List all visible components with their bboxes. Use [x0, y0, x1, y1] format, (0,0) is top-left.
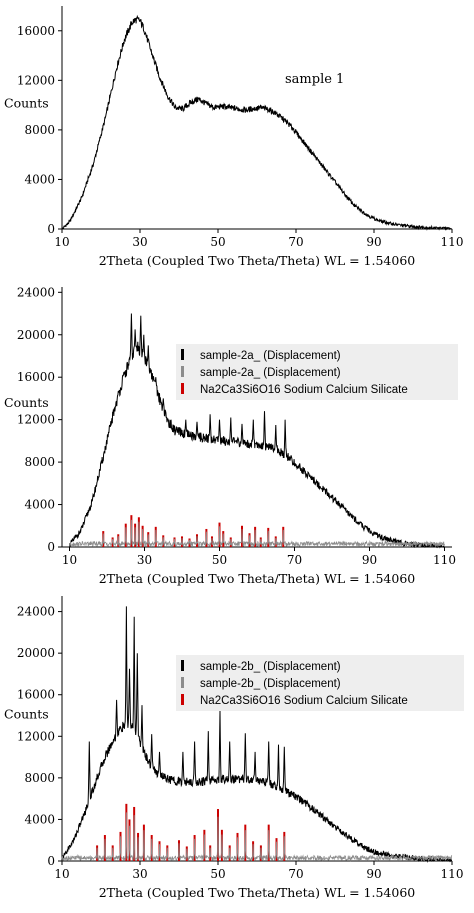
legend-swatch	[181, 677, 184, 688]
legend-entry: sample-2b_ (Displacement)	[200, 661, 341, 673]
x-tick-label: 90	[366, 867, 381, 881]
y-axis-title: Counts	[4, 395, 49, 410]
x-tick-label: 70	[288, 867, 303, 881]
y-tick-label: 12000	[17, 413, 55, 427]
y-tick-label: 16000	[17, 688, 55, 702]
x-tick-label: 50	[212, 553, 227, 567]
y-tick-label: 4000	[24, 172, 55, 186]
y-tick-label: 0	[47, 854, 55, 868]
diffraction-pattern-line	[69, 313, 445, 549]
panel-sample-2b: 10 30 50 70 90 110 0 4000 8000 12000 16000 20000 240…	[4, 596, 464, 900]
legend-entry: sample-2a_ (Displacement)	[200, 367, 341, 379]
x-tick-label: 50	[210, 867, 225, 881]
legend-entry: Na2Ca3Si6O16 Sodium Calcium Silicate	[200, 384, 408, 396]
y-tick-label: 20000	[17, 646, 55, 660]
panel-sample-1: 10 30 50 70 90 110 0 4000 8000 12000 16000 Counts 2T…	[4, 6, 463, 268]
legend-box	[176, 655, 464, 711]
y-tick-label: 8000	[24, 123, 55, 137]
legend-entry: sample-2b_ (Displacement)	[200, 678, 341, 690]
y-tick-label: 8000	[24, 455, 55, 469]
x-axis-title: 2Theta (Coupled Two Theta/Theta) WL = 1.…	[99, 571, 416, 586]
displacement-line	[69, 519, 445, 548]
x-tick-label: 30	[137, 553, 152, 567]
y-tick-label: 16000	[17, 24, 55, 38]
y-tick-label: 16000	[17, 370, 55, 384]
legend-swatch	[181, 694, 184, 705]
legend-box	[176, 344, 458, 400]
diffraction-pattern-line	[61, 606, 453, 863]
y-tick-label: 4000	[24, 498, 55, 512]
legend-swatch	[181, 383, 184, 394]
x-tick-label: 110	[433, 553, 456, 567]
x-tick-label: 90	[362, 553, 377, 567]
y-tick-label: 12000	[17, 729, 55, 743]
legend-swatch	[181, 366, 184, 377]
x-tick-label: 110	[441, 867, 464, 881]
x-tick-label: 30	[132, 235, 147, 249]
y-axis-title: Counts	[4, 707, 49, 722]
y-axis-title: Counts	[4, 96, 49, 111]
y-tick-label: 20000	[17, 328, 55, 342]
y-tick-label: 0	[47, 222, 55, 236]
legend-entry: Na2Ca3Si6O16 Sodium Calcium Silicate	[200, 695, 408, 707]
y-tick-label: 24000	[17, 605, 55, 619]
x-tick-label: 10	[54, 235, 69, 249]
x-axis-title: 2Theta (Coupled Two Theta/Theta) WL = 1.…	[99, 885, 416, 900]
x-tick-label: 70	[288, 235, 303, 249]
y-tick-label: 12000	[17, 73, 55, 87]
x-axis-title: 2Theta (Coupled Two Theta/Theta) WL = 1.…	[99, 253, 416, 268]
x-tick-label: 50	[210, 235, 225, 249]
displacement-line	[61, 812, 453, 862]
diffraction-pattern-line	[61, 14, 453, 231]
x-tick-label: 110	[441, 235, 464, 249]
y-tick-label: 24000	[17, 285, 55, 299]
x-tick-label: 10	[54, 867, 69, 881]
panel-sample-2a: 10 30 50 70 90 110 0 4000 8000 12000 16000 20000 240…	[4, 285, 458, 586]
legend-swatch	[181, 349, 184, 360]
x-tick-label: 30	[132, 867, 147, 881]
y-tick-label: 4000	[24, 812, 55, 826]
x-tick-label: 10	[62, 553, 77, 567]
legend-swatch	[181, 660, 184, 671]
sample-label: sample 1	[285, 72, 344, 87]
legend-entry: sample-2a_ (Displacement)	[200, 350, 341, 362]
x-tick-label: 70	[287, 553, 302, 567]
y-tick-label: 8000	[24, 771, 55, 785]
y-tick-label: 0	[47, 540, 55, 554]
x-tick-label: 90	[366, 235, 381, 249]
